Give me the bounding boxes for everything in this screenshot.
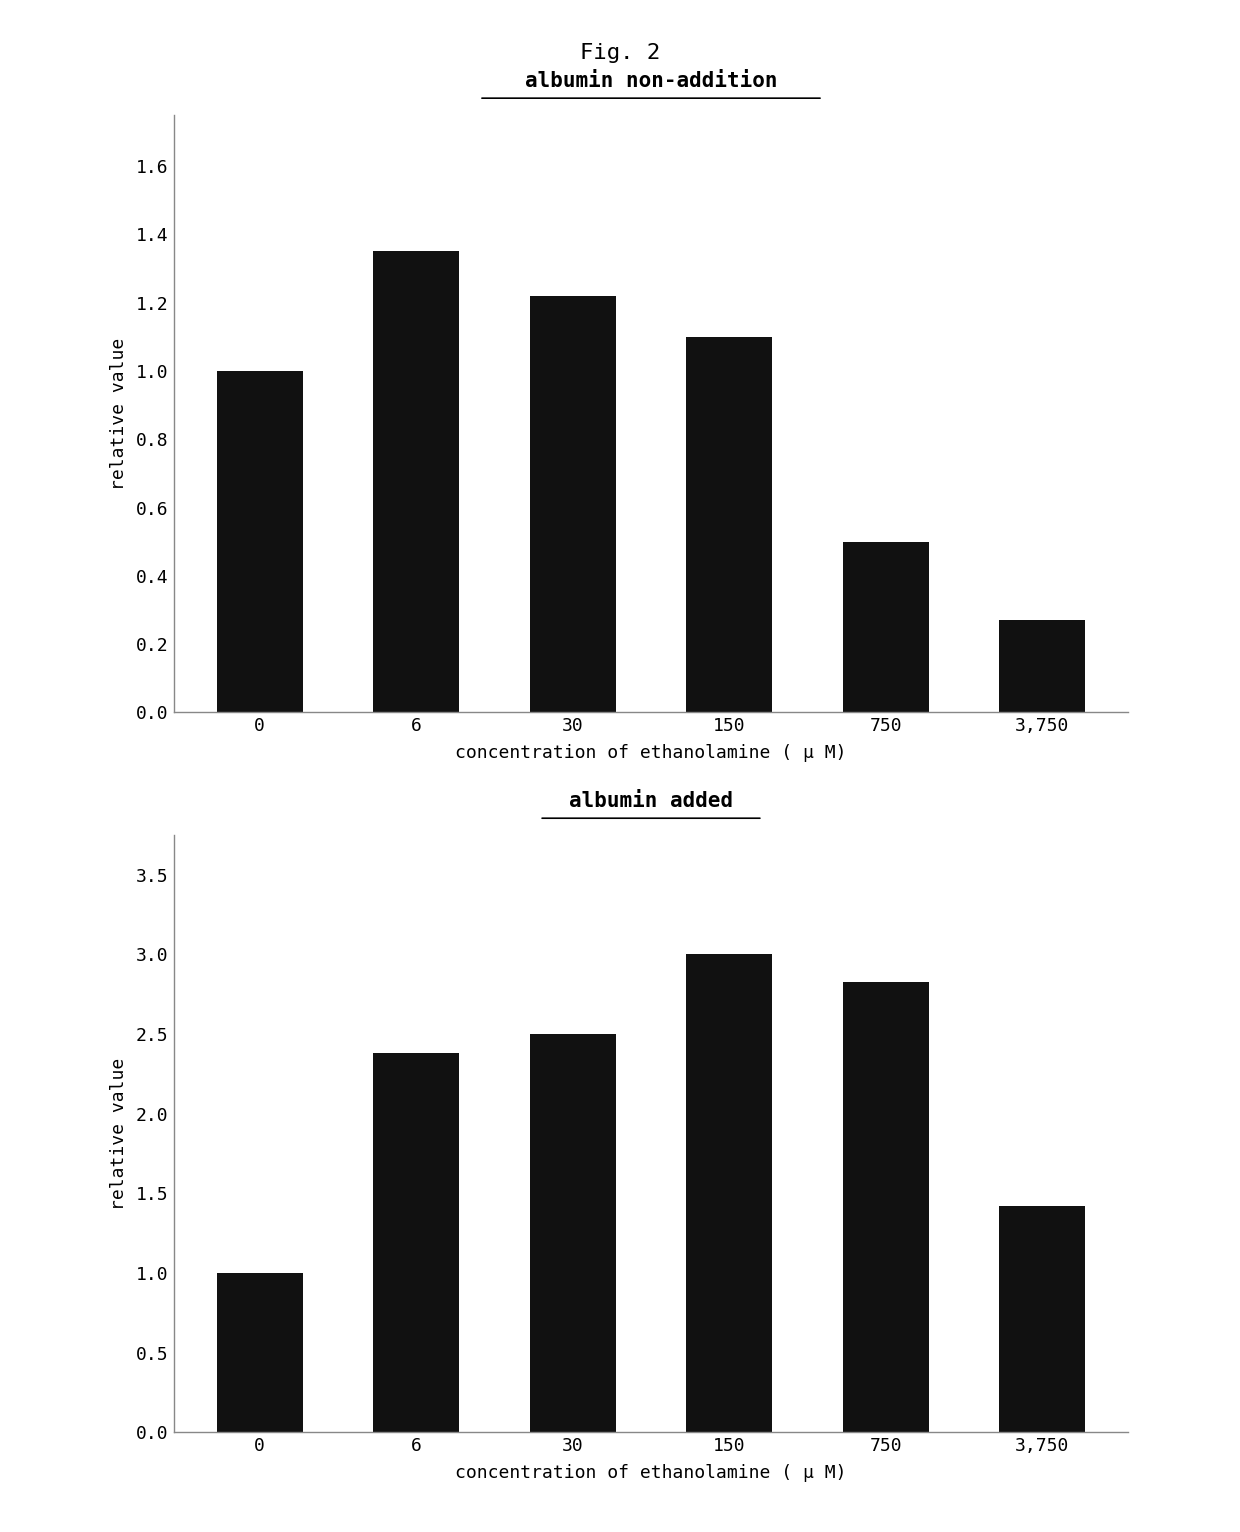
Bar (686, 337, 773, 712)
Bar (217, 371, 303, 712)
X-axis label: concentration of ethanolamine ( μ M): concentration of ethanolamine ( μ M) (455, 1463, 847, 1481)
X-axis label: concentration of ethanolamine ( μ M): concentration of ethanolamine ( μ M) (455, 743, 847, 761)
Y-axis label: relative value: relative value (110, 1057, 128, 1210)
Bar (529, 1034, 616, 1432)
Text: albumin non-addition: albumin non-addition (525, 70, 777, 90)
Text: albumin added: albumin added (569, 791, 733, 810)
Bar (529, 296, 616, 712)
Bar (217, 1273, 303, 1432)
Bar (373, 251, 459, 712)
Bar (999, 1206, 1085, 1432)
Bar (843, 542, 929, 712)
Text: Fig. 2: Fig. 2 (580, 43, 660, 63)
Bar (373, 1052, 459, 1432)
Y-axis label: relative value: relative value (110, 337, 128, 490)
Bar (999, 620, 1085, 712)
Bar (686, 954, 773, 1432)
Bar (843, 982, 929, 1432)
